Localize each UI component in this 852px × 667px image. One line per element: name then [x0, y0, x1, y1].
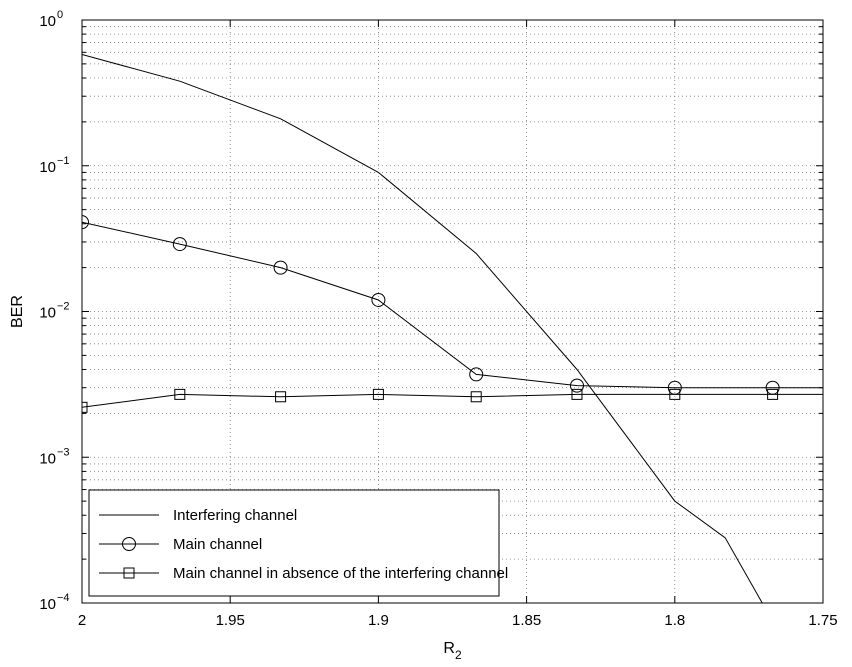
y-tick-label-exponent: −4 — [57, 592, 70, 604]
x-tick-labels: 2 1.95 1.9 1.85 1.8 1.75 — [78, 612, 838, 629]
legend-marker — [122, 537, 136, 551]
x-tick-label: 1.75 — [808, 612, 837, 629]
data-point — [273, 260, 288, 275]
y-tick-label-base: 10 — [39, 450, 56, 467]
legend-marker — [123, 567, 135, 579]
x-tick-label: 2 — [78, 612, 86, 629]
y-tick-label-base: 10 — [39, 159, 56, 176]
data-point — [82, 215, 89, 230]
y-tick-label: 10 — [39, 13, 56, 30]
y-tick-label: 10 — [39, 305, 56, 322]
data-point — [571, 388, 583, 400]
legend-label: Interfering channel — [173, 507, 297, 524]
y-tick-label: 10 — [39, 596, 56, 613]
series-layer — [82, 54, 823, 603]
y-tick-label-base: 10 — [39, 305, 56, 322]
legend-label: Main channel — [173, 536, 262, 553]
x-axis-label-subscript: 2 — [455, 648, 462, 662]
data-point — [767, 388, 779, 400]
x-tick-label: 1.95 — [216, 612, 245, 629]
y-tick-label-exponent: −3 — [57, 446, 70, 458]
legend-item: Main channel in absence of the interferi… — [99, 565, 508, 582]
x-tick-label: 1.8 — [664, 612, 685, 629]
y-tick-label: 10 — [39, 159, 56, 176]
y-tick-label: 10 — [39, 450, 56, 467]
y-tick-label-exponent: −2 — [57, 301, 70, 313]
x-axis-label-main: R — [443, 640, 455, 657]
y-tick-label-base: 10 — [39, 13, 56, 30]
y-tick-label-exponent: 0 — [57, 9, 63, 21]
series-2 — [82, 215, 823, 395]
legend-item: Main channel — [99, 536, 262, 553]
data-point — [669, 388, 681, 400]
legend-box — [88, 489, 500, 597]
legend-label: Main channel in absence of the interferi… — [173, 565, 508, 582]
series-3 — [82, 388, 823, 413]
series-1 — [82, 54, 763, 603]
y-tick-label-base: 10 — [39, 596, 56, 613]
data-point — [569, 378, 584, 393]
x-axis-label: R2 — [443, 640, 462, 662]
legend: Interfering channel Main channel Main chan… — [88, 489, 508, 597]
data-point — [469, 367, 484, 382]
data-point — [372, 388, 384, 400]
data-point — [371, 292, 386, 307]
data-point — [174, 388, 186, 400]
axis-ticks — [81, 19, 824, 604]
x-tick-label: 1.9 — [368, 612, 389, 629]
y-axis-label: BER — [9, 295, 26, 328]
data-point — [470, 391, 482, 403]
series-line — [82, 54, 763, 603]
data-point — [172, 237, 187, 252]
legend-item: Interfering channel — [99, 507, 297, 524]
series-line — [82, 221, 823, 389]
series-line — [82, 393, 823, 408]
data-point — [275, 391, 287, 403]
x-tick-label: 1.85 — [512, 612, 541, 629]
y-tick-label-exponent: −1 — [57, 155, 70, 167]
data-point — [82, 401, 88, 413]
